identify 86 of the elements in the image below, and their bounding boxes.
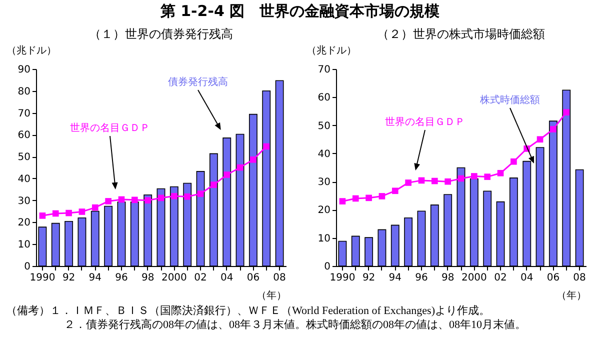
x-axis-title: （年） bbox=[256, 290, 286, 302]
point bbox=[250, 156, 256, 163]
point bbox=[144, 197, 151, 204]
x-tick-label: 92 bbox=[362, 272, 376, 284]
point bbox=[236, 164, 244, 171]
x-tick-label: 92 bbox=[62, 272, 76, 284]
point bbox=[263, 143, 270, 150]
point bbox=[184, 193, 191, 200]
x-tick-label: 94 bbox=[388, 272, 402, 284]
point bbox=[197, 190, 204, 197]
chart-subtitle: （１）世界の債券発行残高 bbox=[89, 27, 233, 41]
point bbox=[484, 174, 491, 180]
y-tick-label: 40 bbox=[318, 148, 330, 160]
y-tick-label: 60 bbox=[318, 92, 330, 104]
x-tick-label: 08 bbox=[573, 272, 586, 284]
text: 世界の名目ＧＤＰ bbox=[70, 122, 150, 134]
point bbox=[210, 182, 217, 188]
y-tick-label: 40 bbox=[18, 174, 30, 185]
y-tick-label: 10 bbox=[18, 240, 30, 251]
x-tick-label: 2000 bbox=[161, 272, 187, 284]
point bbox=[366, 194, 372, 202]
x-tick-label: 98 bbox=[441, 272, 454, 284]
point bbox=[378, 193, 386, 200]
point bbox=[105, 198, 112, 204]
y-tick-label: 50 bbox=[18, 152, 30, 164]
y-tick-label: 0 bbox=[24, 262, 30, 272]
x-tick-label: 96 bbox=[415, 272, 428, 284]
x-tick-label: 02 bbox=[194, 272, 207, 284]
point bbox=[536, 136, 544, 143]
x-tick-label: 06 bbox=[546, 272, 560, 284]
chart-subtitle: （２）世界の株式市場時価総額 bbox=[377, 27, 545, 41]
point bbox=[471, 173, 478, 180]
y-tick-label: 70 bbox=[318, 64, 330, 76]
x-tick-label: 2000 bbox=[461, 272, 487, 284]
point bbox=[392, 188, 398, 194]
y-tick-label: 70 bbox=[18, 108, 30, 120]
point bbox=[224, 172, 230, 178]
x-tick-label: 96 bbox=[115, 272, 128, 284]
x-tick-label: 08 bbox=[273, 272, 286, 284]
y-tick-label: 30 bbox=[318, 177, 330, 188]
x-tick-label: 98 bbox=[141, 272, 154, 284]
x-tick-label: 94 bbox=[88, 272, 102, 284]
point bbox=[39, 212, 46, 219]
point bbox=[92, 204, 98, 211]
y-tick-label: 60 bbox=[18, 130, 30, 142]
point bbox=[510, 158, 517, 165]
point bbox=[118, 196, 125, 203]
y-tick-label: 10 bbox=[318, 233, 330, 244]
x-tick-label: 1990 bbox=[330, 272, 356, 284]
y-tick-label: 50 bbox=[318, 120, 330, 132]
y-tick-label: 80 bbox=[18, 86, 30, 98]
point bbox=[66, 210, 72, 216]
y-tick-label: 90 bbox=[18, 64, 30, 76]
point bbox=[352, 195, 359, 202]
point bbox=[52, 210, 59, 217]
point bbox=[563, 109, 570, 116]
point bbox=[431, 178, 438, 184]
point bbox=[497, 170, 504, 176]
point bbox=[158, 194, 164, 202]
text: ２．債券発行残高の08年の値は、08年３月末値。株式時価総額の08年の値は、08年10月末値。 bbox=[63, 318, 527, 332]
series-label: 株式時価総額 bbox=[479, 94, 540, 106]
y-tick-label: 20 bbox=[318, 205, 330, 216]
x-tick-label: 06 bbox=[246, 272, 260, 284]
point bbox=[405, 180, 412, 186]
text: 世界の名目ＧＤＰ bbox=[385, 116, 465, 128]
y-tick-label: 0 bbox=[324, 262, 330, 272]
x-tick-label: 04 bbox=[520, 272, 534, 284]
x-axis-title: （年） bbox=[556, 290, 586, 302]
point bbox=[444, 178, 451, 185]
y-tick-label: 30 bbox=[18, 196, 30, 207]
point bbox=[171, 193, 178, 200]
point bbox=[550, 126, 556, 132]
point bbox=[418, 177, 425, 184]
x-tick-label: 04 bbox=[220, 272, 234, 284]
chart-title: 第 1-2-4 図 世界の金融資本市場の規模 bbox=[159, 1, 441, 22]
y-tick-label: 20 bbox=[18, 218, 30, 229]
point bbox=[339, 198, 346, 204]
point bbox=[78, 208, 86, 215]
text: （備考）１．ＩＭＦ、ＢＩＳ（国際決済銀行）、ＷＦＥ（World Federation of Exchanges)より作成。 bbox=[6, 304, 491, 318]
text: 債券発行残高 bbox=[168, 76, 228, 88]
y-axis-title: （兆ドル） bbox=[6, 44, 56, 56]
y-axis-title: （兆ドル） bbox=[306, 44, 356, 56]
x-tick-label: 1990 bbox=[30, 272, 56, 284]
x-tick-label: 02 bbox=[494, 272, 507, 284]
point bbox=[131, 196, 138, 204]
point bbox=[458, 175, 464, 182]
